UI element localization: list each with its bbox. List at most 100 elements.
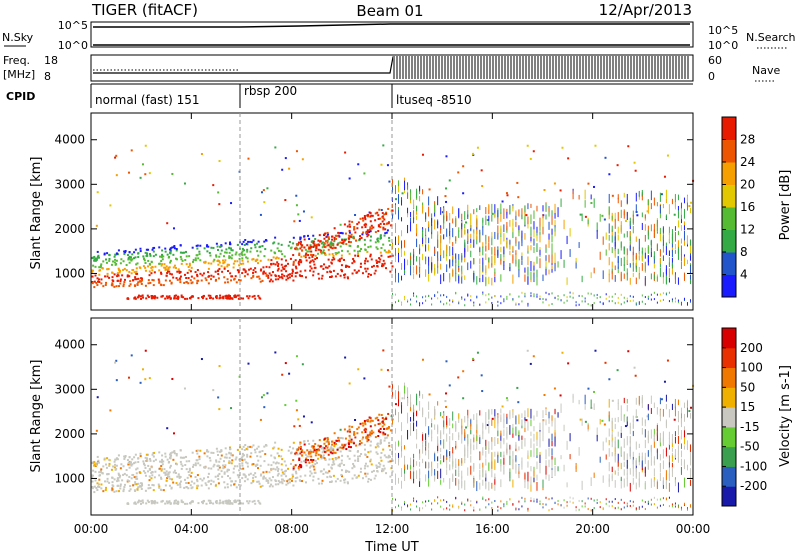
scatter-cell [673,213,676,216]
scatter-cell [370,432,373,435]
scatter-cell [295,399,298,402]
scatter-cell [665,480,667,490]
scatter-cell [308,256,311,259]
scatter-cell [387,454,390,457]
scatter-cell [620,426,622,431]
scatter-cell [494,500,496,503]
scatter-cell [512,451,514,462]
scatter-cell [298,260,301,263]
scatter-cell [182,501,185,504]
freq-tick-top: 18 [44,54,58,67]
scatter-cell [548,293,550,296]
scatter-cell [355,239,358,242]
scatter-cell [491,236,493,246]
scatter-cell [324,445,327,448]
scatter-cell [224,259,227,262]
scatter-cell [503,208,505,215]
scatter-cell [161,458,164,461]
scatter-cell [287,277,290,280]
scatter-cell [339,223,342,226]
scatter-cell [542,503,544,506]
scatter-cell [305,464,308,467]
scatter-cell [106,252,109,255]
scatter-cell [186,297,189,300]
scatter-cell [668,204,670,215]
scatter-cell [168,270,171,273]
scatter-cell [385,472,388,475]
scatter-cell [407,390,409,397]
scatter-cell [225,456,228,459]
scatter-cell [563,464,565,472]
scatter-cell [240,252,243,255]
scatter-cell [515,250,517,255]
scatter-cell [280,243,283,246]
scatter-cell [381,263,384,266]
scatter-cell [647,297,649,300]
scatter-cell [116,272,119,275]
scatter-cell [383,213,386,216]
scatter-cell [404,177,406,184]
scatter-cell [481,185,484,188]
scatter-cell [366,260,369,263]
scatter-cell [488,447,490,454]
scatter-cell [143,259,146,262]
scatter-cell [677,456,679,463]
scatter-cell [653,223,655,232]
scatter-cell [421,153,424,156]
scatter-cell [479,303,481,306]
scatter-cell [608,269,610,276]
scatter-cell [277,447,280,450]
scatter-cell [416,238,418,248]
scatter-cell [144,266,147,269]
colorbar-swatch [722,426,736,448]
scatter-cell [348,223,351,226]
scatter-cell [265,470,268,473]
scatter-cell [443,222,445,229]
scatter-cell [334,451,337,454]
scatter-cell [367,438,370,441]
scatter-cell [359,467,362,470]
scatter-cell [274,479,277,482]
scatter-cell [458,267,460,273]
scatter-cell [205,279,208,282]
scatter-cell [161,258,164,261]
scatter-cell [551,469,553,478]
nsearch-tick-bottom: 10^0 [708,39,738,52]
scatter-cell [382,431,385,434]
scatter-cell [629,295,631,298]
scatter-cell [361,431,364,434]
colorbar-tick-label: 28 [740,133,755,147]
scatter-cell [337,464,340,467]
scatter-cell [363,243,366,246]
scatter-cell [161,263,164,266]
scatter-cell [214,270,217,273]
scatter-cell [461,276,463,284]
scatter-cell [557,207,559,218]
scatter-cell [425,417,427,427]
scatter-cell [407,504,409,507]
scatter-cell [515,455,517,462]
scatter-cell [561,351,564,354]
scatter-cell [413,422,415,432]
scatter-cell [327,463,330,466]
scatter-cell [677,194,679,201]
scatter-cell [394,198,397,201]
scatter-cell [307,254,310,257]
scatter-cell [322,267,325,270]
scatter-cell [671,503,673,506]
scatter-cell [608,257,610,266]
scatter-cell [662,503,664,506]
scatter-cell [217,468,220,471]
scatter-cell [410,416,412,422]
scatter-cell [111,282,114,285]
scatter-cell [662,227,664,234]
scatter-cell [328,450,331,453]
scatter-cell [479,410,481,416]
scatter-cell [207,476,210,479]
scatter-cell [677,504,679,507]
scatter-cell [222,466,225,469]
scatter-cell [315,448,318,451]
scatter-cell [428,393,431,396]
scatter-cell [419,509,421,512]
scatter-cell [603,423,606,426]
